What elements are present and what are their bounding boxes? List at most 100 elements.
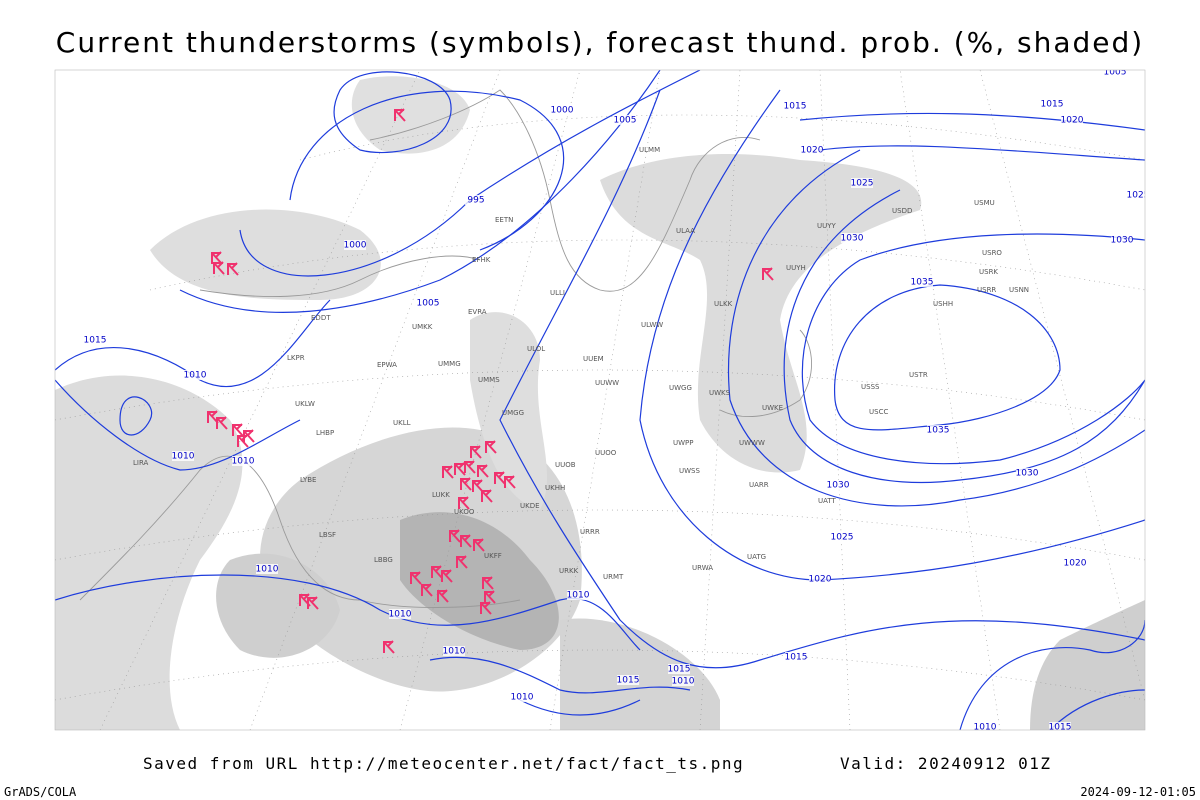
- thunderstorm-symbol: [227, 262, 239, 276]
- thunderstorm-symbol: [504, 475, 516, 489]
- isobar-label: 1000: [344, 241, 367, 251]
- isobar-label: 1010: [974, 723, 997, 733]
- station-label: UKHH: [545, 484, 565, 492]
- station-label: USRO: [982, 249, 1002, 257]
- isobar-label-bg: [801, 145, 823, 155]
- station-label: EDDT: [311, 314, 331, 322]
- station-label: USCC: [869, 408, 888, 416]
- coastline: [719, 329, 812, 418]
- isobar-label: 1010: [443, 647, 466, 657]
- shade-light: [470, 312, 548, 510]
- isobar: [959, 619, 1145, 730]
- shade-light: [351, 76, 470, 154]
- station-label: ULOL: [527, 345, 545, 353]
- isobar-label: 1015: [668, 665, 691, 675]
- isobar-label: 1015: [785, 653, 808, 663]
- station-label: UMMS: [478, 376, 500, 384]
- isobar-label-bg: [465, 195, 487, 205]
- station-label: UATG: [747, 553, 766, 561]
- isobar-label: 1015: [84, 336, 107, 346]
- thunderstorm-symbol: [460, 477, 472, 491]
- station-label: LIRA: [133, 459, 149, 467]
- map-content: 1000 1005 1015 1005 1015 1020 1020 1025 1025 1030…: [55, 68, 1150, 733]
- thunderstorm-symbol: [410, 571, 422, 585]
- station-label: USMU: [974, 199, 995, 207]
- thunderstorm-symbol: [383, 640, 395, 654]
- probability-shading: [55, 76, 1145, 730]
- station-label: ULWW: [641, 321, 663, 329]
- isobar-label-bg: [172, 451, 194, 461]
- isobar: [799, 112, 1145, 161]
- station-label: UWWW: [739, 439, 765, 447]
- thunderstorm-symbol: [470, 445, 482, 459]
- shade-mid: [216, 553, 340, 658]
- isobar-label: 1010: [672, 677, 695, 687]
- isobar-label-bg: [417, 298, 439, 308]
- thunderstorm-symbol: [762, 267, 774, 281]
- isobar-label: 1025: [1127, 191, 1150, 201]
- source-url: Saved from URL http://meteocenter.net/fa…: [143, 754, 744, 773]
- isobar-label: 1010: [567, 591, 590, 601]
- station-label: UWKE: [762, 404, 783, 412]
- isobar-label: 1000: [551, 106, 574, 116]
- isobar: [519, 699, 641, 716]
- station-label: USSS: [861, 383, 880, 391]
- station-label: URRR: [580, 528, 600, 536]
- thunderstorm-symbol: [394, 108, 406, 122]
- isobar-label: 1010: [389, 610, 412, 620]
- station-label: ULMM: [639, 146, 660, 154]
- isobar-label: 1030: [1111, 236, 1134, 246]
- thunderstorm-symbol: [477, 464, 489, 478]
- isobar-label: 1010: [232, 457, 255, 467]
- station-label: UKLW: [295, 400, 315, 408]
- station-label: URWA: [692, 564, 713, 572]
- coastline: [199, 255, 481, 297]
- station-label: USRK: [979, 268, 998, 276]
- isobar-label: 1025: [851, 179, 874, 189]
- station-label: EPWA: [377, 361, 397, 369]
- isobar-label-bg: [831, 532, 853, 542]
- thunderstorm-symbols: [207, 108, 774, 654]
- isobar: [55, 379, 301, 471]
- isobar-label-bg: [911, 277, 933, 287]
- isobar-label: 1030: [1016, 469, 1039, 479]
- station-label: LBBG: [374, 556, 393, 564]
- isobar-label-bg: [443, 646, 465, 656]
- isobar-label-bg: [1041, 99, 1063, 109]
- isobar-label: 1030: [841, 234, 864, 244]
- thunderstorm-symbol: [237, 434, 249, 448]
- thunderstorm-symbol: [421, 583, 433, 597]
- station-label: UMGG: [502, 409, 524, 417]
- station-label: USNN: [1009, 286, 1029, 294]
- thunderstorm-symbol: [454, 462, 466, 476]
- shade-mid: [1030, 600, 1145, 730]
- thunderstorm-symbol: [494, 471, 506, 485]
- isobar-label-bg: [927, 425, 949, 435]
- isobar: [499, 89, 1145, 669]
- thunderstorm-symbol: [481, 489, 493, 503]
- valid-time: Valid: 20240912 01Z: [840, 754, 1052, 773]
- isobar-label: 1020: [1061, 116, 1084, 126]
- isobar-label-bg: [784, 101, 806, 111]
- thunderstorm-symbol: [442, 465, 454, 479]
- station-label: UUEM: [583, 355, 604, 363]
- isobar-label-bg: [1016, 468, 1038, 478]
- station-label: UUYH: [786, 264, 806, 272]
- station-label: UUOB: [555, 461, 576, 469]
- isobar-label-bg: [551, 105, 573, 115]
- isobar-label: 1005: [1104, 68, 1127, 78]
- station-label: UATT: [818, 497, 837, 505]
- station-label: USRR: [977, 286, 996, 294]
- station-label: LUKK: [432, 491, 450, 499]
- timestamp: 2024-09-12-01:05: [1080, 785, 1196, 799]
- isobar-label-bg: [232, 456, 254, 466]
- station-label: UKLL: [393, 419, 411, 427]
- isobar-label: 1035: [911, 278, 934, 288]
- isobar: [639, 89, 1145, 581]
- isobar-label: 1020: [1064, 559, 1087, 569]
- station-label: LBSF: [319, 531, 336, 539]
- isobar-label-bg: [389, 609, 411, 619]
- isobar-label-bg: [1061, 115, 1083, 125]
- isobar-label-bg: [1104, 70, 1126, 77]
- isobar-label: 1010: [184, 371, 207, 381]
